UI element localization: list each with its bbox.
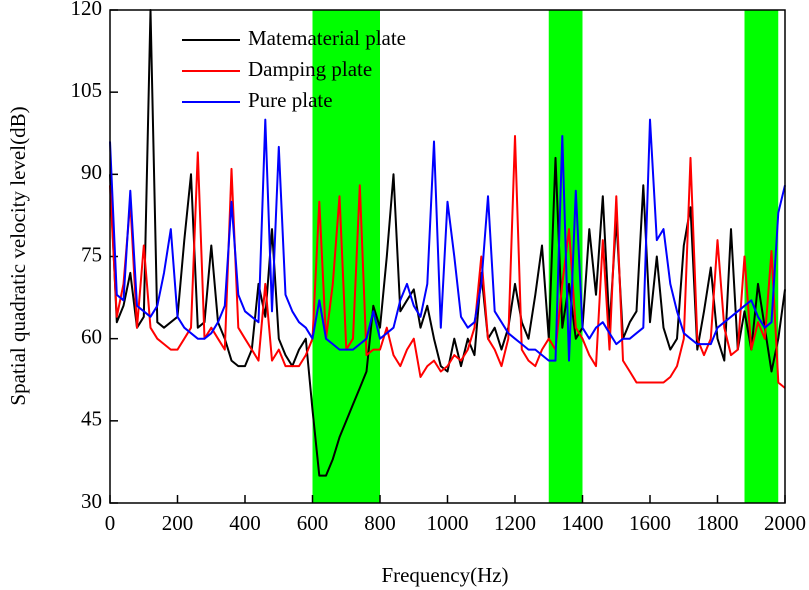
x-tick-label: 600 <box>297 511 329 535</box>
x-tick-label: 1000 <box>427 511 469 535</box>
series-line <box>109 9 786 477</box>
x-tick-label: 800 <box>364 511 396 535</box>
x-tick-label: 1600 <box>629 511 671 535</box>
legend-label: Pure plate <box>248 88 333 112</box>
series-line <box>109 118 786 362</box>
y-tick-label: 105 <box>71 78 103 102</box>
y-tick-label: 75 <box>81 242 102 266</box>
x-tick-label: 1200 <box>494 511 536 535</box>
x-tick-label: 0 <box>105 511 116 535</box>
x-tick-label: 400 <box>229 511 261 535</box>
legend-label: Damping plate <box>248 57 372 81</box>
plot-frame <box>109 9 786 504</box>
x-tick-label: 1400 <box>562 511 604 535</box>
y-tick-label: 60 <box>81 324 102 348</box>
y-tick-label: 90 <box>81 160 102 184</box>
series-line <box>109 135 786 389</box>
y-tick-label: 30 <box>81 489 102 513</box>
x-tick-label: 2000 <box>764 511 806 535</box>
x-tick-label: 200 <box>162 511 194 535</box>
legend-label: Matematerial plate <box>248 26 406 50</box>
y-tick-label: 45 <box>81 407 102 431</box>
shaded-range <box>744 10 779 503</box>
x-axis-label: Frequency(Hz) <box>381 563 508 587</box>
y-tick-label: 120 <box>71 0 103 20</box>
x-tick-label: 1800 <box>697 511 739 535</box>
y-axis-label: Spatial quadratic velocity level(dB) <box>6 106 30 405</box>
